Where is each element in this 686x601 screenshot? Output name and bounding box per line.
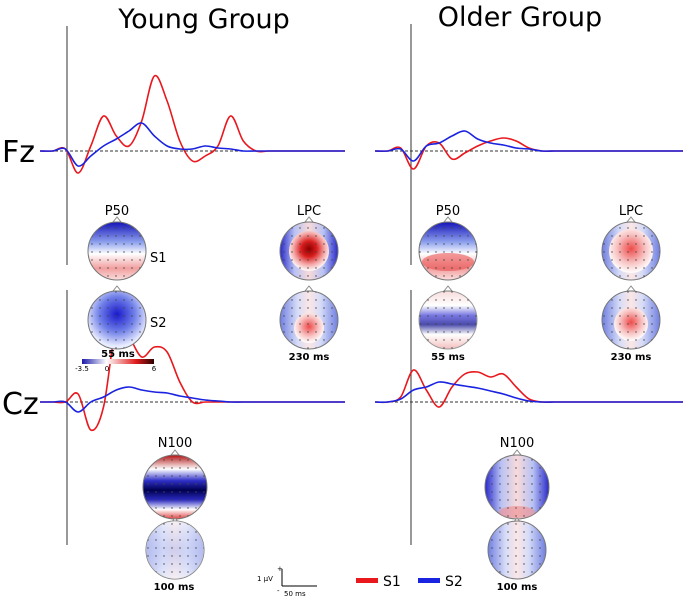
topomap-older-lpc-s2 [601, 285, 661, 350]
legend-s2-label: S2 [445, 574, 463, 590]
older-n100-label: N100 [500, 436, 535, 451]
older-fz-s2-waveform [374, 130, 683, 162]
older-n100-latency: 100 ms [497, 582, 538, 593]
older-group-title: Older Group [438, 2, 602, 33]
topomap-young-p50-s1 [87, 216, 147, 281]
topomap-young-lpc-s1 [279, 216, 339, 281]
older-p50-label: P50 [436, 204, 460, 219]
young-s1-label: S1 [150, 251, 167, 266]
topomap-older-n100-s1 [484, 449, 550, 520]
young-s2-label: S2 [150, 316, 167, 331]
topomap-older-p50-s1 [418, 216, 478, 281]
scale-bar: + - 1 µV 50 ms [257, 565, 317, 598]
older-lpc-label: LPC [619, 204, 643, 219]
colorbar-zero: 0 [105, 365, 109, 373]
topomap-young-n100-s2 [145, 517, 205, 580]
young-p50-label: P50 [105, 204, 129, 219]
young-cz-s2-waveform [40, 386, 345, 413]
young-lpc-latency: 230 ms [289, 352, 330, 363]
cz-label: Cz [2, 387, 39, 422]
legend-s1-swatch [356, 578, 378, 583]
topomap-young-lpc-s2 [279, 285, 339, 350]
topomap-older-p50-s2 [418, 285, 478, 350]
scale-minus: - [277, 587, 280, 595]
topomap-young-p50-s2 [87, 285, 147, 350]
colorbar [82, 359, 154, 364]
fz-label: Fz [2, 135, 35, 170]
legend-s1-label: S1 [383, 574, 401, 590]
legend-s2-swatch [418, 578, 440, 583]
topomap-older-n100-s2 [487, 517, 547, 580]
colorbar-min: -3.5 [75, 365, 89, 373]
scale-amplitude: 1 µV [257, 575, 273, 583]
young-fz-s1-waveform [39, 74, 345, 174]
older-p50-latency: 55 ms [431, 352, 465, 363]
young-lpc-label: LPC [297, 204, 321, 219]
scale-plus: + [277, 565, 283, 573]
young-p50-latency: 55 ms [101, 349, 135, 360]
colorbar-max: 6 [152, 365, 157, 373]
young-n100-latency: 100 ms [154, 582, 195, 593]
topomap-young-n100-s1 [142, 449, 208, 520]
young-n100-label: N100 [158, 436, 193, 451]
older-lpc-latency: 230 ms [611, 352, 652, 363]
young-group-title: Young Group [117, 4, 290, 35]
topomap-older-lpc-s1 [601, 216, 661, 281]
older-cz-s2-waveform [374, 381, 683, 404]
young-fz-s2-waveform [39, 122, 345, 167]
legend: S1 S2 [356, 574, 463, 590]
scale-time: 50 ms [284, 590, 306, 598]
